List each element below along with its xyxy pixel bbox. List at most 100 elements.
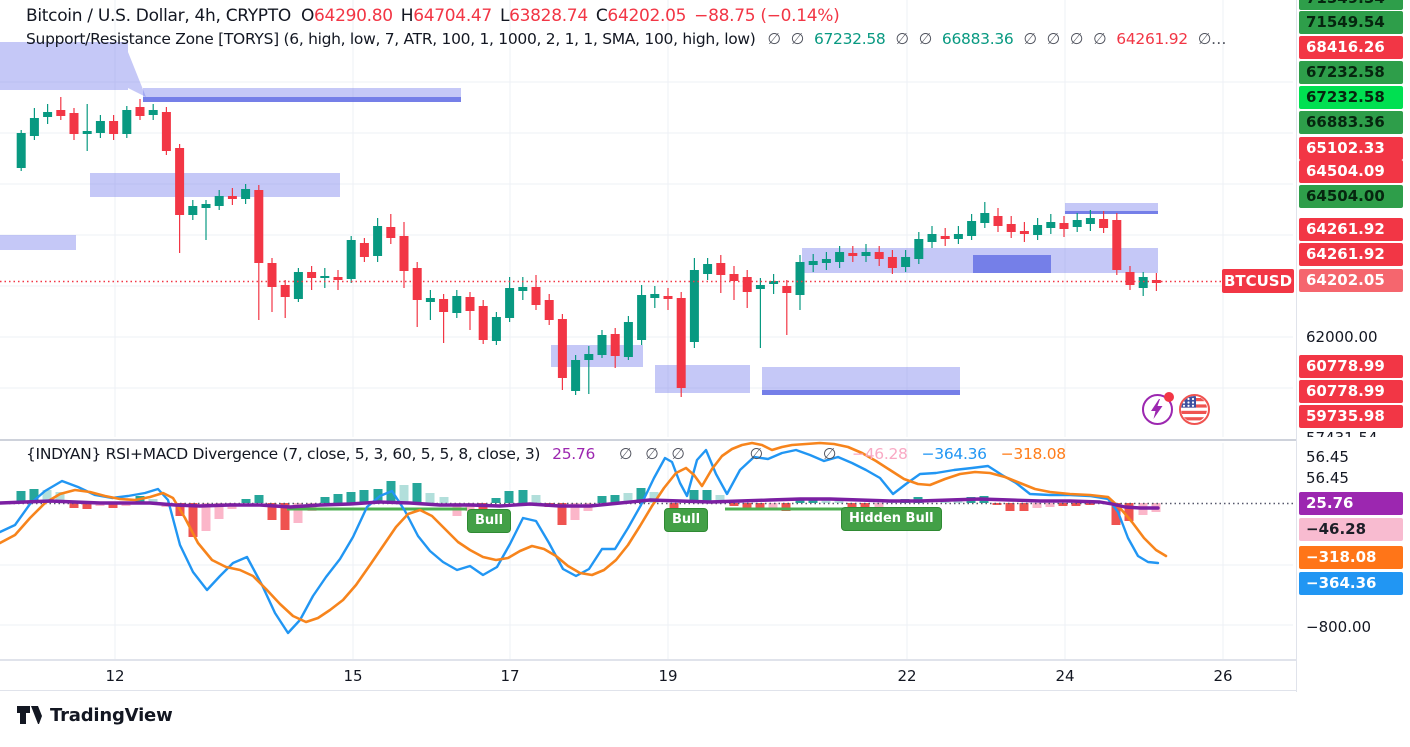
price-axis[interactable]: 71549.5471549.5468416.2667232.5867232.58… (1296, 0, 1410, 692)
chart-panes[interactable] (0, 0, 1296, 660)
histogram-bar (1071, 503, 1081, 506)
price-axis-label: −800.00 (1306, 618, 1372, 636)
histogram-bar (201, 503, 211, 531)
histogram-bar (669, 503, 679, 510)
candle (359, 243, 369, 257)
histogram-bar (412, 483, 422, 503)
price-axis-label: 66883.36 (1299, 111, 1403, 134)
candle (29, 118, 39, 136)
histogram-bar (55, 492, 65, 503)
candle (769, 281, 779, 284)
rsi-blue-line (0, 448, 1160, 635)
histogram-bar (188, 503, 198, 537)
candle (557, 319, 567, 378)
histogram-bar (29, 489, 39, 503)
histogram-bar (1005, 503, 1015, 511)
histogram-bar (570, 503, 580, 520)
candle (1019, 231, 1029, 234)
candle (927, 234, 937, 242)
candle (795, 262, 805, 295)
candle (43, 112, 53, 117)
us-flag-icon (1179, 394, 1210, 425)
candle (1099, 219, 1109, 228)
price-axis-label: 68416.26 (1299, 36, 1403, 59)
tradingview-logo-icon (17, 706, 42, 724)
histogram-bar (531, 495, 541, 503)
sr-zone (973, 255, 1051, 273)
candle (16, 133, 26, 168)
price-axis-label: 71549.54 (1299, 11, 1403, 34)
candle (1046, 222, 1056, 228)
price-axis-label: 56.45 (1306, 448, 1349, 466)
candle (333, 277, 343, 280)
histogram-bar (597, 496, 607, 503)
price-axis-label: 60778.99 (1299, 380, 1403, 403)
sr-zone (0, 235, 76, 250)
candle (808, 261, 818, 265)
histogram-bar (1032, 503, 1042, 508)
candle (637, 295, 647, 340)
histogram-bar (992, 503, 1002, 505)
candle (346, 240, 356, 279)
price-axis-label: 64261.92 (1299, 218, 1403, 241)
histogram-bar (1058, 503, 1068, 506)
candle (214, 196, 224, 206)
candle (1006, 224, 1016, 232)
candle (452, 296, 462, 313)
price-axis-label: 56.45 (1306, 469, 1349, 487)
price-axis-label: 64202.05 (1299, 269, 1403, 292)
candle (584, 354, 594, 360)
time-axis-tick: 24 (1055, 667, 1075, 685)
histogram-bar (267, 503, 277, 520)
histogram-bar (860, 503, 870, 508)
price-axis-label: 71549.54 (1299, 0, 1403, 10)
histogram-bar (636, 488, 646, 503)
candle (254, 190, 264, 263)
sr-zone (762, 390, 960, 395)
histogram-bar (82, 503, 92, 509)
time-axis-tick: 17 (500, 667, 520, 685)
candle (953, 234, 963, 239)
histogram-bar (16, 491, 26, 503)
candle (175, 148, 185, 215)
candle (267, 263, 277, 287)
histogram-bar (241, 499, 251, 503)
sr-zone (90, 173, 340, 197)
price-axis-label: −364.36 (1299, 572, 1403, 595)
histogram-bar (808, 499, 818, 503)
histogram-bar (1111, 503, 1121, 525)
candle (967, 221, 977, 236)
chart-canvas[interactable]: Bitcoin / U.S. Dollar, 4h, CRYPTO O64290.… (0, 0, 1296, 660)
price-axis-label: −318.08 (1299, 546, 1403, 569)
candle (478, 306, 488, 340)
tradingview-logo-text: TradingView (50, 704, 173, 726)
candle (531, 287, 541, 305)
candle (373, 226, 383, 256)
candle (901, 257, 911, 267)
price-axis-label: 64504.09 (1299, 160, 1403, 183)
candle (544, 300, 554, 320)
candle (109, 121, 119, 134)
candle (1072, 220, 1082, 227)
price-axis-label: 64504.00 (1299, 185, 1403, 208)
price-axis-label: 62000.00 (1306, 328, 1378, 346)
histogram-bar (69, 503, 79, 508)
candle (95, 121, 105, 133)
time-axis-tick: 15 (343, 667, 363, 685)
time-axis[interactable]: 12 15 17 19 22 24 26 (0, 660, 1296, 691)
bull-divergence-label: Bull (664, 508, 709, 532)
candle (835, 252, 845, 262)
histogram-bar (425, 493, 435, 503)
time-axis-tick: 26 (1213, 667, 1233, 685)
candle (676, 298, 686, 388)
candle (518, 287, 528, 291)
candle (69, 113, 79, 134)
crypto-lightning-icon (1142, 392, 1174, 425)
candle (914, 239, 924, 259)
tradingview-logo[interactable]: TradingView (16, 704, 173, 726)
bull-divergence-label: Bull (467, 509, 512, 533)
price-axis-label: 59735.98 (1299, 405, 1403, 428)
candle (412, 268, 422, 300)
sr-zone (0, 42, 128, 90)
candle (188, 206, 198, 215)
